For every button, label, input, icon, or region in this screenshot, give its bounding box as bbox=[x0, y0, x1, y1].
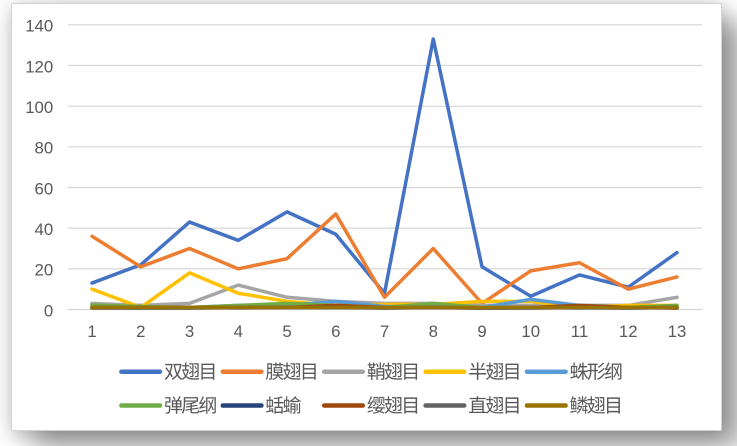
svg-text:0: 0 bbox=[44, 301, 53, 320]
svg-text:140: 140 bbox=[25, 17, 53, 36]
svg-text:40: 40 bbox=[35, 220, 54, 239]
svg-text:5: 5 bbox=[282, 322, 291, 341]
svg-text:11: 11 bbox=[571, 322, 588, 341]
svg-text:10: 10 bbox=[521, 322, 540, 341]
svg-text:8: 8 bbox=[429, 322, 438, 341]
svg-text:120: 120 bbox=[25, 57, 53, 76]
svg-text:1: 1 bbox=[87, 322, 96, 341]
svg-text:13: 13 bbox=[668, 322, 687, 341]
svg-text:80: 80 bbox=[35, 139, 54, 158]
svg-text:7: 7 bbox=[380, 322, 389, 341]
svg-text:20: 20 bbox=[35, 261, 54, 280]
svg-text:6: 6 bbox=[331, 322, 340, 341]
svg-text:3: 3 bbox=[185, 322, 194, 341]
svg-text:60: 60 bbox=[35, 179, 54, 198]
svg-text:9: 9 bbox=[477, 322, 486, 341]
svg-text:2: 2 bbox=[136, 322, 145, 341]
svg-text:100: 100 bbox=[25, 98, 53, 117]
svg-text:4: 4 bbox=[234, 322, 243, 341]
svg-text:12: 12 bbox=[619, 322, 638, 341]
